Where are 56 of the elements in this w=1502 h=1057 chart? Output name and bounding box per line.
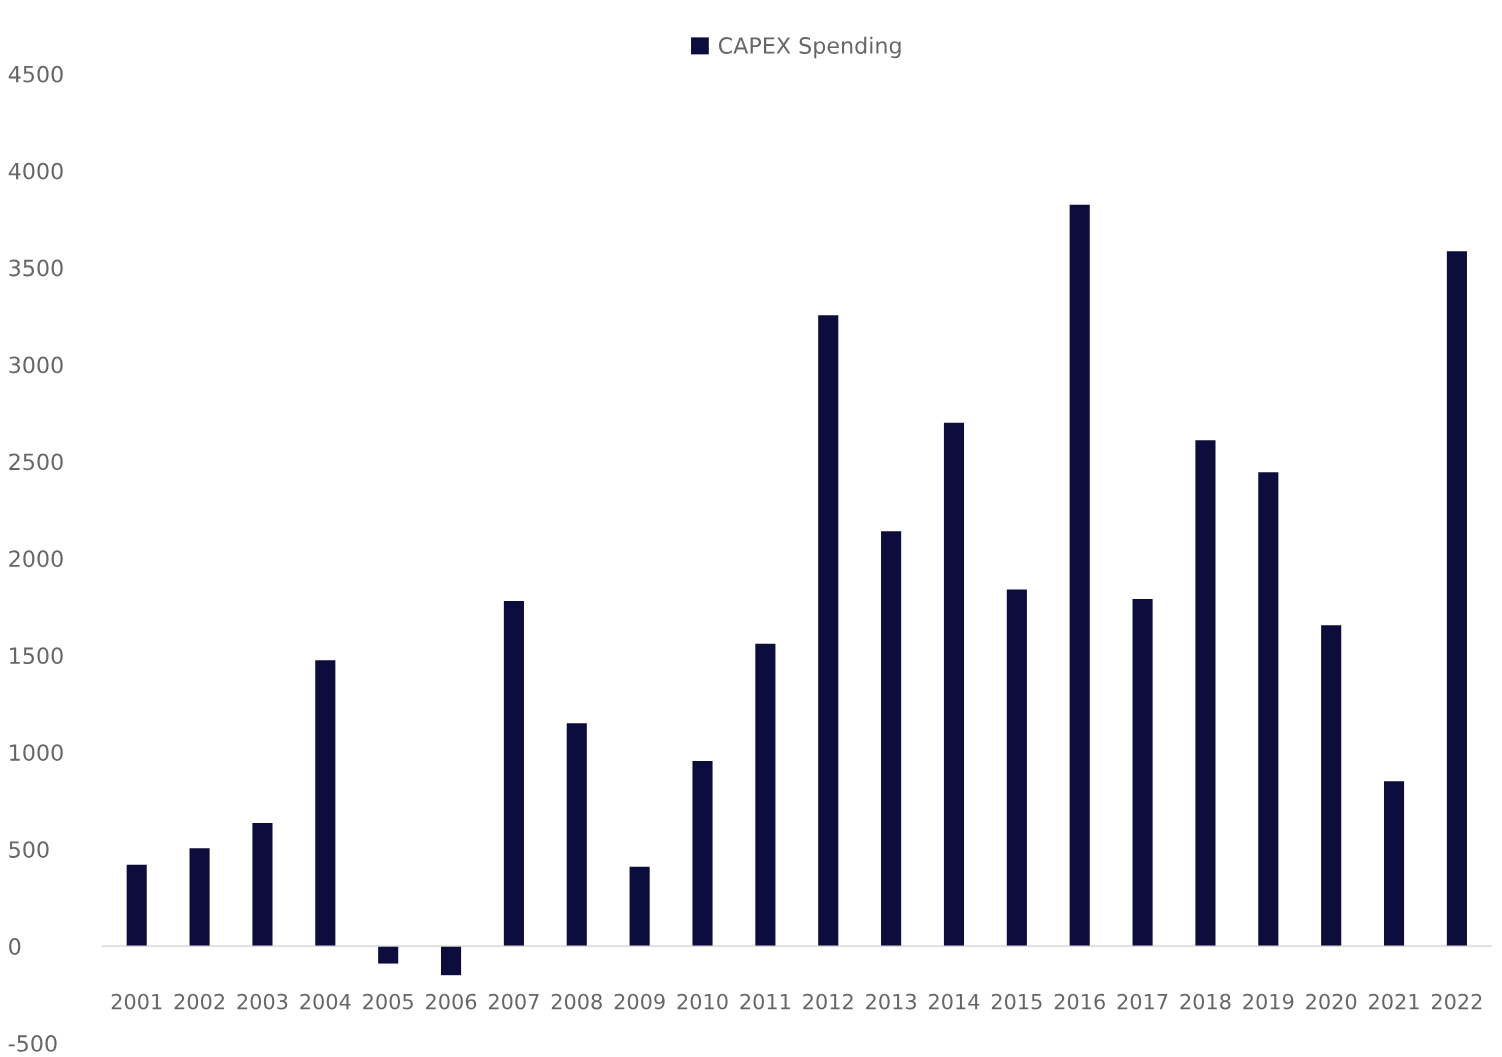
x-tick-label: 2014 (928, 993, 980, 1010)
y-tick-label: 0 (9, 938, 21, 955)
x-tick-label: 2006 (426, 993, 477, 1010)
x-tick-label: 2001 (111, 993, 162, 1010)
y-tick-label: 500 (9, 841, 49, 858)
bar (1006, 589, 1027, 947)
y-tick-label: -500 (8, 1035, 57, 1052)
bar (1321, 625, 1342, 947)
bar (818, 315, 839, 947)
bar (378, 946, 399, 964)
y-tick-label: 4500 (8, 65, 63, 83)
bar (126, 864, 147, 947)
x-tick-label: 2019 (1243, 993, 1294, 1010)
bar (440, 946, 462, 976)
bar (566, 723, 587, 947)
x-tick-label: 2013 (866, 993, 916, 1010)
x-tick-label: 2010 (677, 993, 728, 1010)
x-tick-label: 2021 (1369, 993, 1419, 1010)
bar (315, 660, 336, 947)
y-tick-label: 2000 (9, 550, 63, 568)
x-tick-label: 2009 (614, 993, 665, 1010)
bar (629, 866, 650, 947)
y-tick-label: 3000 (9, 356, 63, 374)
bar (755, 643, 776, 947)
bar (1195, 440, 1216, 947)
x-tick-label: 2002 (174, 993, 224, 1010)
x-tick-label: 2008 (551, 993, 602, 1010)
bar (503, 601, 524, 947)
x-tick-label: 2022 (1431, 993, 1482, 1010)
x-tick-label: 2016 (1054, 993, 1105, 1010)
bar (1258, 472, 1279, 947)
x-tick-label: 2012 (803, 993, 853, 1010)
x-tick-label: 2018 (1180, 993, 1231, 1010)
y-tick-label: 4000 (8, 162, 63, 180)
bar (943, 422, 965, 947)
bar (1069, 204, 1090, 947)
y-tick-label: 2500 (9, 453, 63, 471)
bar (1132, 599, 1153, 947)
x-tick-label: 2003 (237, 993, 288, 1010)
x-tick-label: 2015 (991, 993, 1042, 1010)
x-tick-label: 2011 (740, 993, 790, 1010)
x-tick-label: 2007 (488, 993, 539, 1010)
y-tick-label: 3500 (9, 259, 63, 277)
bar (881, 531, 902, 947)
x-tick-label: 2004 (300, 993, 351, 1010)
x-tick-label: 2005 (363, 993, 413, 1010)
y-tick-label: 1000 (10, 744, 63, 762)
y-tick-label: 1500 (10, 647, 63, 665)
bar (1446, 251, 1467, 947)
bar (692, 760, 713, 947)
legend-label: CAPEX Spending (718, 36, 901, 59)
bar (1383, 781, 1405, 947)
bar (252, 823, 273, 947)
x-tick-label: 2017 (1117, 993, 1168, 1010)
bar (189, 848, 210, 947)
x-tick-label: 2020 (1306, 993, 1357, 1010)
